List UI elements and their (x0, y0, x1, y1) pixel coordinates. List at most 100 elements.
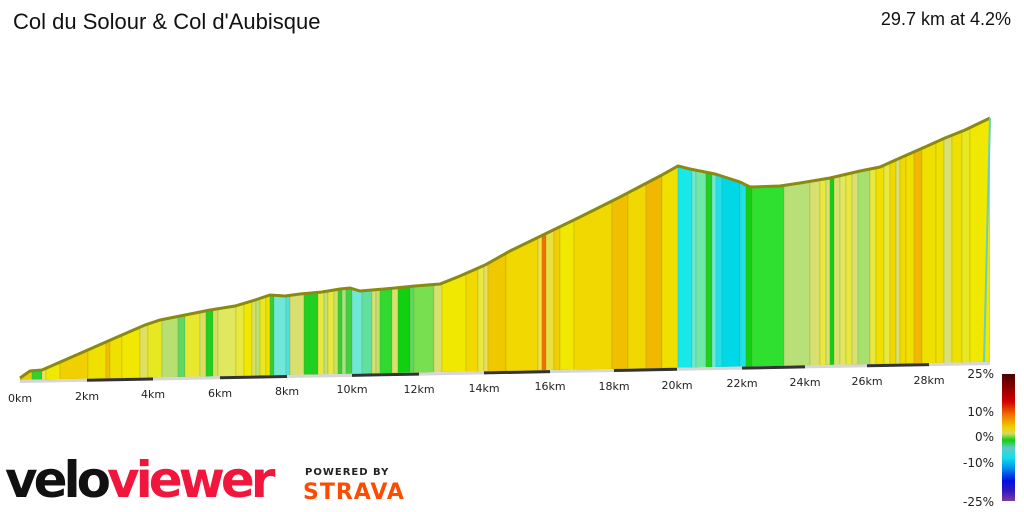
gradient-segment (783, 178, 811, 367)
gradient-segment (483, 260, 489, 372)
gradient-segment (505, 234, 539, 372)
gradient-segment (337, 286, 343, 375)
gradient-segment (745, 182, 753, 367)
x-tick-label: 6km (207, 387, 233, 400)
gradient-segment (327, 287, 335, 375)
gradient-segment (895, 155, 901, 365)
colorbar-tick-label: -25% (962, 495, 994, 509)
x-tick-label: 24km (789, 376, 821, 389)
gradient-colorbar (1002, 374, 1015, 501)
gradient-segment (889, 157, 897, 365)
gradient-segment (943, 132, 953, 364)
powered-by-label: POWERED BY (305, 467, 390, 478)
gradient-segment (441, 270, 467, 373)
gradient-segment (161, 314, 179, 378)
gradient-segment (951, 128, 963, 364)
axis-band (549, 368, 615, 374)
gradient-segment (721, 173, 741, 368)
gradient-segment (839, 171, 847, 366)
profile-ridge-line (19, 116, 991, 380)
gradient-segment (935, 135, 945, 364)
axis-band (152, 376, 221, 381)
gradient-segment (251, 297, 257, 377)
x-tick-label: 2km (74, 390, 100, 403)
axis-band (613, 367, 678, 372)
gradient-segment (961, 125, 971, 363)
x-tick-label: 4km (140, 388, 166, 401)
gradient-segment (829, 174, 835, 366)
gradient-segment (345, 286, 353, 375)
axis-band (804, 364, 868, 369)
gradient-segment (379, 285, 393, 374)
gradient-segment (317, 289, 325, 375)
gradient-segment (285, 292, 291, 376)
x-tick-label: 0km (7, 392, 33, 405)
axis-band (741, 365, 806, 370)
gradient-segment (661, 163, 679, 369)
axis-band (86, 377, 154, 382)
gradient-segment (105, 337, 111, 379)
x-tick-label: 22km (726, 377, 758, 390)
distance-axis-track (19, 362, 991, 383)
gradient-segment (255, 295, 261, 376)
x-tick-label: 26km (851, 375, 883, 388)
gradient-segment (905, 149, 915, 364)
axis-band (928, 362, 991, 367)
gradient-segment (487, 250, 507, 372)
x-tick-label: 8km (274, 385, 300, 398)
gradient-segment (645, 172, 663, 369)
gradient-segment (715, 171, 723, 368)
x-tick-label: 14km (468, 382, 500, 395)
gradient-segment (695, 167, 707, 368)
gradient-segment (869, 165, 877, 365)
gradient-segment (341, 286, 347, 375)
gradient-segment (235, 300, 245, 377)
gradient-segment (177, 312, 186, 378)
gradient-segment (819, 176, 827, 366)
gradient-segment (333, 286, 339, 375)
gradient-segment (289, 291, 305, 376)
gradient-segment (611, 190, 629, 370)
gradient-segment (371, 287, 377, 374)
gradient-segment (627, 180, 647, 370)
gradient-segment (545, 227, 555, 371)
gradient-segment (833, 173, 841, 366)
gradient-segment (705, 169, 713, 368)
gradient-segment (413, 282, 435, 373)
gradient-segment (541, 231, 547, 371)
veloviewer-logo[interactable]: veloviewer (5, 451, 275, 509)
gradient-segment (751, 183, 785, 367)
gradient-segment (269, 292, 275, 376)
x-tick-label: 28km (913, 374, 945, 387)
gradient-segment (857, 166, 871, 365)
gradient-segment (691, 167, 697, 368)
gradient-segment (273, 292, 287, 376)
x-tick-label: 12km (403, 383, 435, 396)
axis-band (418, 371, 485, 376)
axis-band (286, 373, 353, 379)
gradient-segment (433, 280, 443, 373)
gradient-segment (921, 139, 937, 364)
axis-band (19, 378, 88, 383)
logo-velo-text: velo (5, 451, 111, 509)
gradient-segment (573, 198, 613, 371)
gradient-segment (851, 169, 859, 365)
gradient-segment (265, 292, 271, 376)
x-tick-label: 18km (598, 380, 630, 393)
axis-band (351, 372, 420, 377)
gradient-segment (883, 160, 891, 365)
gradient-segment (391, 285, 399, 374)
gradient-segment (217, 303, 237, 377)
gradient-segment (323, 288, 329, 375)
gradient-segment (205, 307, 214, 377)
x-tick-label: 16km (534, 380, 566, 393)
gradient-segment (147, 317, 163, 378)
gradient-segment (809, 177, 821, 366)
axis-band (866, 363, 930, 368)
strava-logo[interactable]: STRAVA (303, 480, 405, 505)
elevation-profile-chart (19, 116, 991, 383)
gradient-segment (361, 287, 373, 374)
gradient-segment (375, 286, 381, 374)
gradient-segment (212, 306, 219, 377)
chart-title: Col du Solour & Col d'Aubisque (13, 9, 321, 34)
